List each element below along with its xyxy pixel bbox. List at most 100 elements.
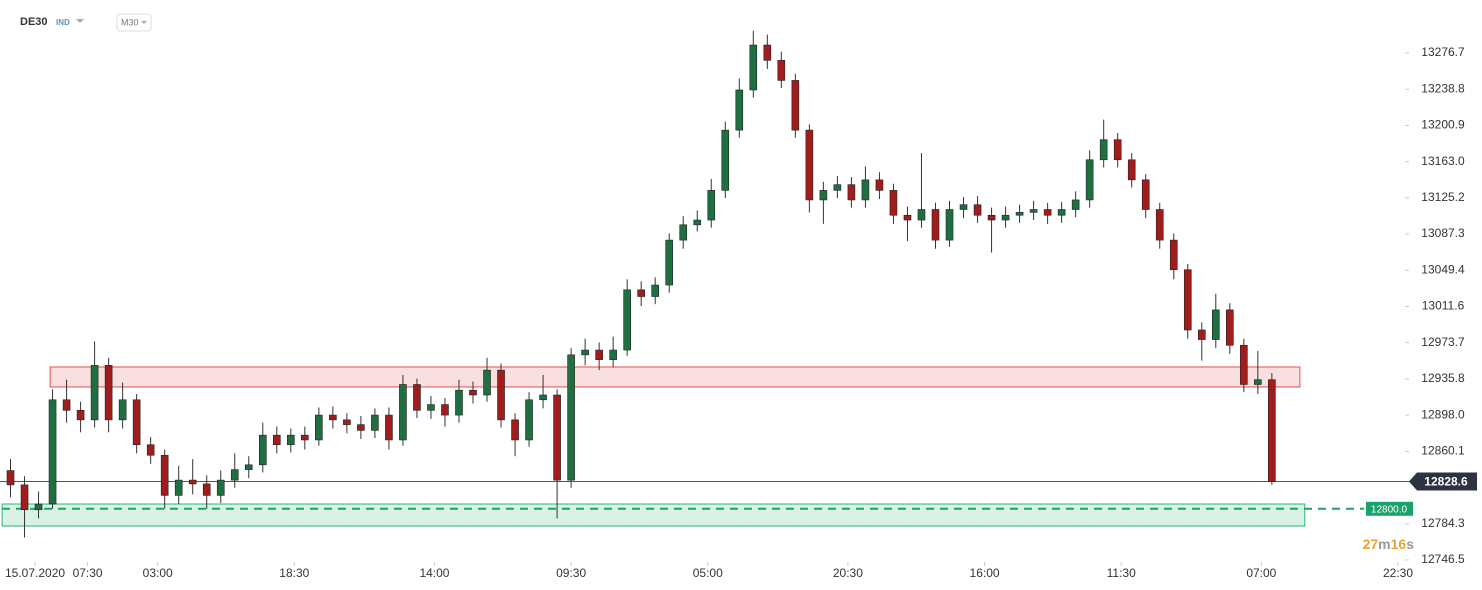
dropdown-arrow[interactable] bbox=[141, 21, 147, 24]
x-tick-label: 22:30 bbox=[1383, 566, 1413, 580]
candle-body bbox=[917, 209, 926, 221]
candle-body bbox=[399, 384, 407, 441]
candle-body bbox=[160, 454, 169, 496]
candle-body bbox=[1099, 139, 1108, 161]
y-tick-label: 12860.1 bbox=[1421, 443, 1465, 457]
candle-body bbox=[679, 224, 688, 241]
last-price-box bbox=[1409, 472, 1477, 491]
candle-body bbox=[1197, 329, 1206, 340]
candle-body bbox=[833, 184, 842, 191]
candle-body bbox=[1183, 269, 1192, 331]
countdown-seconds-unit: s bbox=[1406, 536, 1414, 552]
level-label-box bbox=[1366, 501, 1413, 516]
candle-body bbox=[805, 129, 814, 201]
x-tick-label: 15.07.2020 bbox=[5, 566, 65, 580]
zone bbox=[49, 366, 1301, 388]
candle-body bbox=[567, 354, 575, 481]
candle-body bbox=[216, 479, 225, 496]
x-tick-label: 07:00 bbox=[1246, 566, 1276, 580]
candle-body bbox=[427, 404, 435, 411]
y-tick-label: 12746.5 bbox=[1421, 552, 1465, 566]
x-tick-label: 09:30 bbox=[556, 566, 586, 580]
candle-body bbox=[1085, 159, 1094, 201]
x-tick-label: 20:30 bbox=[833, 566, 863, 580]
candle-body bbox=[34, 503, 43, 511]
candle-body bbox=[1268, 379, 1276, 482]
candle-body bbox=[1043, 209, 1052, 216]
candle-body bbox=[413, 384, 421, 411]
candle-body bbox=[104, 365, 113, 421]
candle-body bbox=[553, 394, 561, 481]
y-tick-label: 12898.0 bbox=[1421, 407, 1465, 421]
candle-body bbox=[287, 434, 295, 446]
x-tick-label: 16:00 bbox=[970, 566, 1000, 580]
y-tick-label: 12784.3 bbox=[1421, 516, 1465, 530]
candle-body bbox=[861, 179, 870, 201]
candle-body bbox=[301, 434, 309, 441]
candle-body bbox=[735, 89, 744, 131]
timeframe-button[interactable] bbox=[116, 13, 152, 32]
candle-body bbox=[1254, 379, 1262, 385]
candle-body bbox=[987, 214, 996, 221]
candle-body bbox=[62, 399, 71, 411]
candle-body bbox=[945, 209, 954, 241]
y-tick-label: 13087.3 bbox=[1421, 226, 1465, 240]
candle-body bbox=[749, 44, 758, 91]
y-tick-label: 13163.0 bbox=[1421, 154, 1465, 168]
candle-body bbox=[889, 190, 898, 216]
candle-body bbox=[623, 289, 631, 351]
candle-body bbox=[20, 484, 29, 511]
candle-body bbox=[1211, 309, 1220, 340]
candle-body bbox=[973, 204, 982, 216]
candle-body bbox=[721, 129, 730, 191]
candle-body bbox=[244, 464, 253, 470]
y-tick-label: 12935.8 bbox=[1421, 371, 1465, 385]
candle-body bbox=[581, 349, 589, 356]
candle-body bbox=[497, 369, 505, 421]
x-tick-label: 14:00 bbox=[419, 566, 449, 580]
candle-body bbox=[1226, 309, 1234, 346]
countdown-minutes-unit: m bbox=[1378, 536, 1390, 552]
candle-body bbox=[146, 444, 155, 456]
candle-body bbox=[258, 434, 267, 466]
candle-body bbox=[1001, 214, 1010, 221]
candle-body bbox=[230, 469, 239, 481]
candle-body bbox=[371, 414, 379, 431]
timeframe[interactable]: M30 bbox=[121, 17, 139, 27]
candle-body bbox=[651, 284, 659, 297]
dropdown-arrow[interactable] bbox=[76, 19, 84, 23]
countdown: 27m16s bbox=[1363, 536, 1415, 552]
candle-body bbox=[329, 414, 337, 421]
candle-body bbox=[1155, 209, 1164, 241]
header: DE30 IND M30 bbox=[20, 13, 152, 32]
candle-body bbox=[315, 414, 323, 441]
countdown-minutes: 27 bbox=[1363, 536, 1379, 552]
candle-body bbox=[483, 369, 491, 396]
market[interactable]: IND bbox=[56, 18, 70, 27]
candle-body bbox=[1169, 239, 1178, 271]
symbol: DE30 bbox=[20, 16, 48, 28]
y-tick-label: 12973.7 bbox=[1421, 335, 1465, 349]
candle-body bbox=[76, 410, 85, 421]
zone bbox=[1, 503, 1306, 527]
level-label: 12800.0 bbox=[1371, 504, 1408, 515]
candle-body bbox=[931, 209, 940, 241]
candle-body bbox=[90, 365, 99, 421]
x-tick-label: 18:30 bbox=[279, 566, 309, 580]
candle-body bbox=[48, 399, 57, 505]
candle-body bbox=[1127, 159, 1136, 181]
y-tick-label: 13276.7 bbox=[1421, 45, 1465, 59]
candle-body bbox=[637, 289, 645, 297]
candle-body bbox=[693, 219, 702, 226]
candle-body bbox=[6, 470, 15, 486]
countdown-seconds: 16 bbox=[1391, 536, 1407, 552]
candle-body bbox=[1015, 212, 1024, 216]
candle-body bbox=[665, 239, 674, 286]
candle-body bbox=[357, 424, 365, 431]
candle-body bbox=[819, 190, 828, 201]
y-tick-label: 13238.8 bbox=[1421, 81, 1465, 95]
x-tick-label: 05:00 bbox=[693, 566, 723, 580]
candle-body bbox=[1113, 139, 1122, 161]
candle-body bbox=[385, 414, 393, 441]
